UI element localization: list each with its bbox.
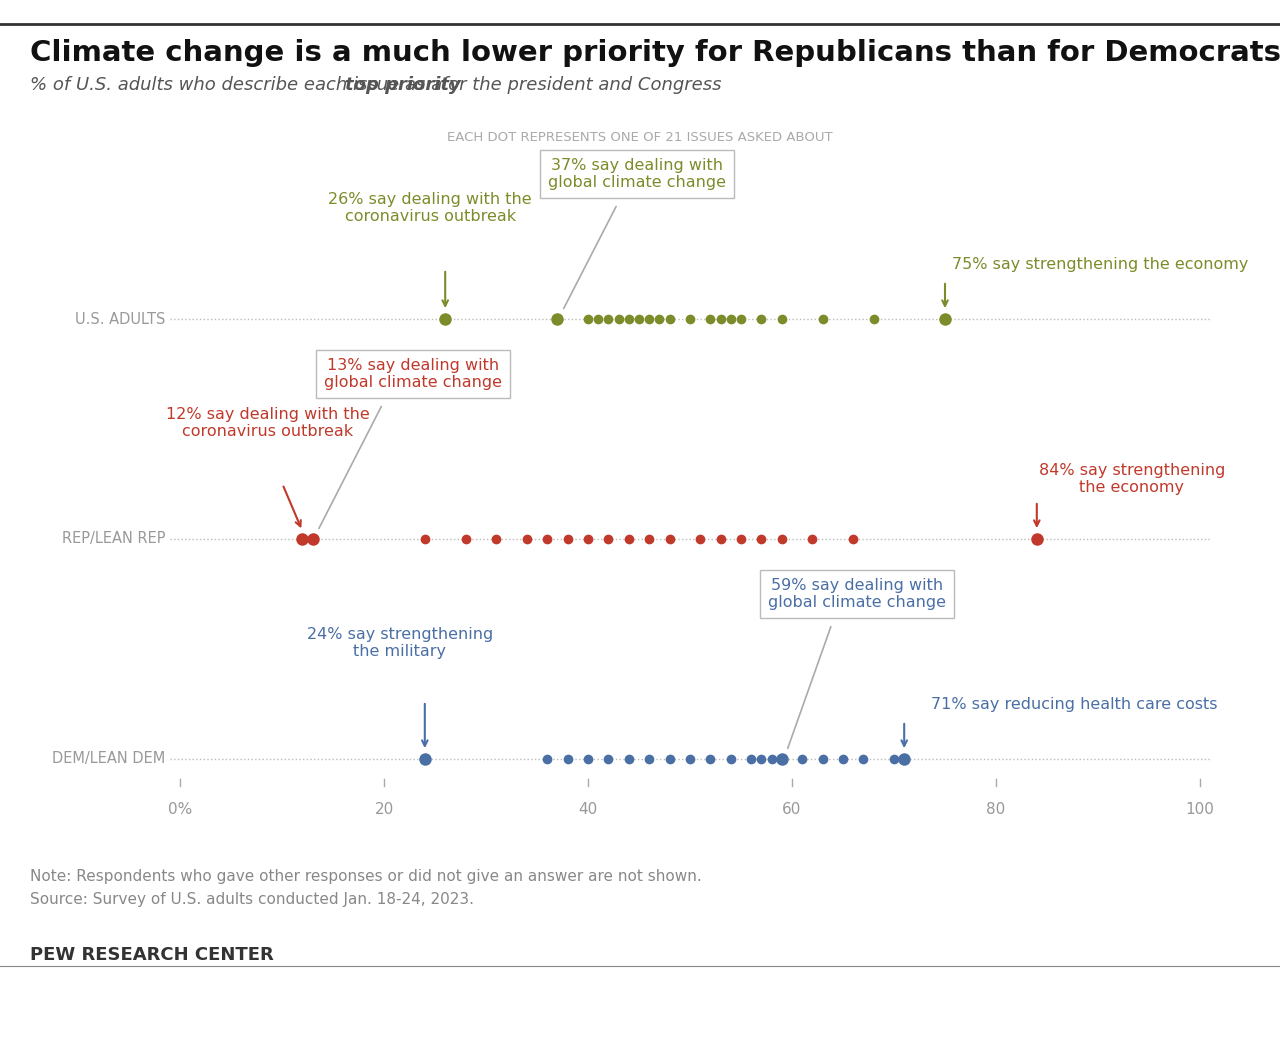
- Text: Note: Respondents who gave other responses or did not give an answer are not sho: Note: Respondents who gave other respons…: [29, 869, 701, 884]
- Text: 75% say strengthening the economy: 75% say strengthening the economy: [952, 256, 1248, 271]
- Text: 84% say strengthening
the economy: 84% say strengthening the economy: [1038, 463, 1225, 495]
- Text: 60: 60: [782, 802, 801, 817]
- Text: 26% say dealing with the
coronavirus outbreak: 26% say dealing with the coronavirus out…: [329, 192, 532, 225]
- Text: 71% say reducing health care costs: 71% say reducing health care costs: [931, 697, 1217, 712]
- Text: 0%: 0%: [168, 802, 192, 817]
- Text: U.S. ADULTS: U.S. ADULTS: [74, 312, 165, 327]
- Text: 12% say dealing with the
coronavirus outbreak: 12% say dealing with the coronavirus out…: [165, 406, 369, 439]
- Text: Climate change is a much lower priority for Republicans than for Democrats: Climate change is a much lower priority …: [29, 39, 1280, 67]
- Text: REP/LEAN REP: REP/LEAN REP: [61, 532, 165, 547]
- Text: 24% say strengthening
the military: 24% say strengthening the military: [307, 627, 493, 659]
- Text: 100: 100: [1185, 802, 1215, 817]
- Text: 80: 80: [987, 802, 1006, 817]
- Text: top priority: top priority: [346, 76, 461, 94]
- Text: PEW RESEARCH CENTER: PEW RESEARCH CENTER: [29, 946, 274, 964]
- Text: EACH DOT REPRESENTS ONE OF 21 ISSUES ASKED ABOUT: EACH DOT REPRESENTS ONE OF 21 ISSUES ASK…: [447, 131, 833, 144]
- Text: DEM/LEAN DEM: DEM/LEAN DEM: [51, 751, 165, 766]
- Text: % of U.S. adults who describe each issue as a: % of U.S. adults who describe each issue…: [29, 76, 448, 94]
- Text: 13% say dealing with
global climate change: 13% say dealing with global climate chan…: [324, 358, 502, 390]
- Text: for the president and Congress: for the president and Congress: [436, 76, 722, 94]
- Text: 20: 20: [374, 802, 394, 817]
- Text: 37% say dealing with
global climate change: 37% say dealing with global climate chan…: [548, 157, 727, 190]
- Text: 40: 40: [579, 802, 598, 817]
- Text: Source: Survey of U.S. adults conducted Jan. 18-24, 2023.: Source: Survey of U.S. adults conducted …: [29, 892, 474, 907]
- Text: 59% say dealing with
global climate change: 59% say dealing with global climate chan…: [768, 578, 946, 610]
